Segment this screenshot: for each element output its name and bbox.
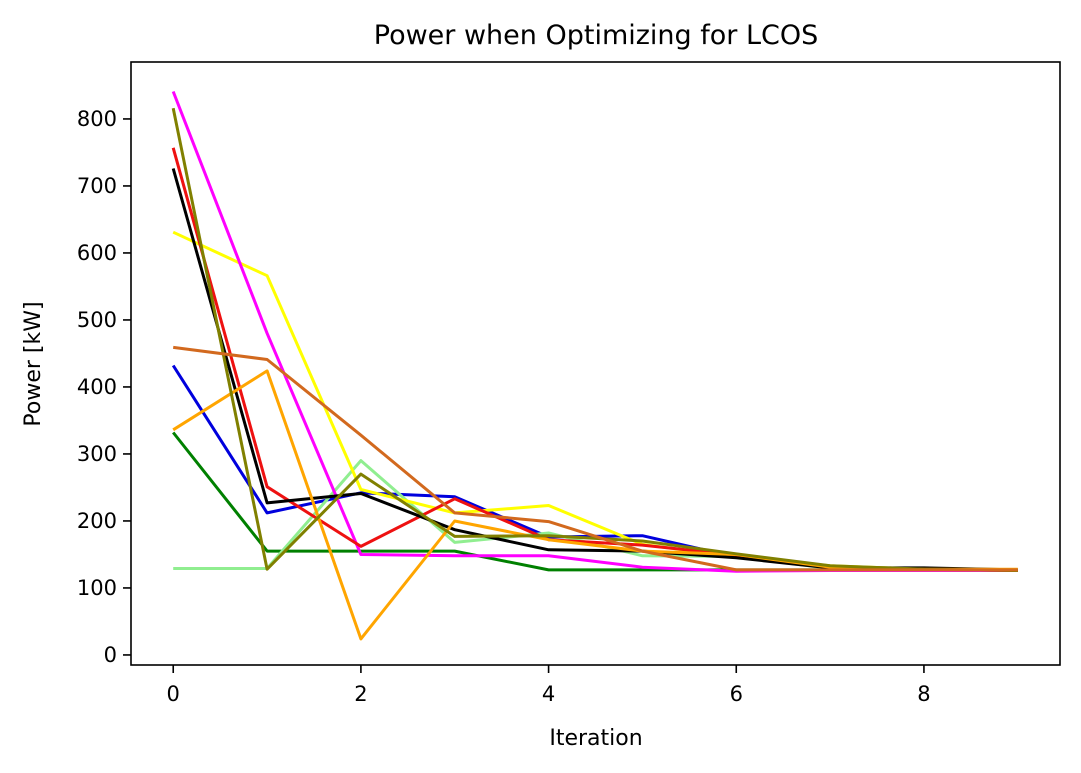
series-line-7 [171,168,1018,572]
y-tick-label: 100 [77,576,117,600]
series-line-9 [171,107,1018,572]
chart-title: Power when Optimizing for LCOS [374,20,819,51]
series-line-6 [171,147,1018,572]
x-tick-label: 6 [730,682,743,706]
y-tick-label: 300 [77,442,117,466]
y-tick-label: 600 [77,241,117,265]
y-tick-label: 200 [77,509,117,533]
y-tick-label: 800 [77,107,117,131]
y-tick-label: 400 [77,375,117,399]
series-line-3 [173,459,1018,572]
x-tick-label: 2 [354,682,367,706]
series-layer [171,90,1018,641]
y-tick-label: 0 [104,643,117,667]
series-line-10 [173,345,1018,572]
x-tick-label: 0 [167,682,180,706]
series-line-4 [172,230,1018,572]
plot-frame [130,61,1061,666]
x-tick-label: 4 [542,682,555,706]
x-tick-label: 8 [917,682,930,706]
y-tick-label: 500 [77,308,117,332]
y-tick-label: 700 [77,174,117,198]
y-axis-label: Power [kW] [21,301,46,426]
x-axis: 0 2 4 6 8 [167,665,931,706]
y-axis: 0 100 200 300 400 500 600 700 800 [77,107,131,667]
x-axis-label: Iteration [549,726,642,751]
